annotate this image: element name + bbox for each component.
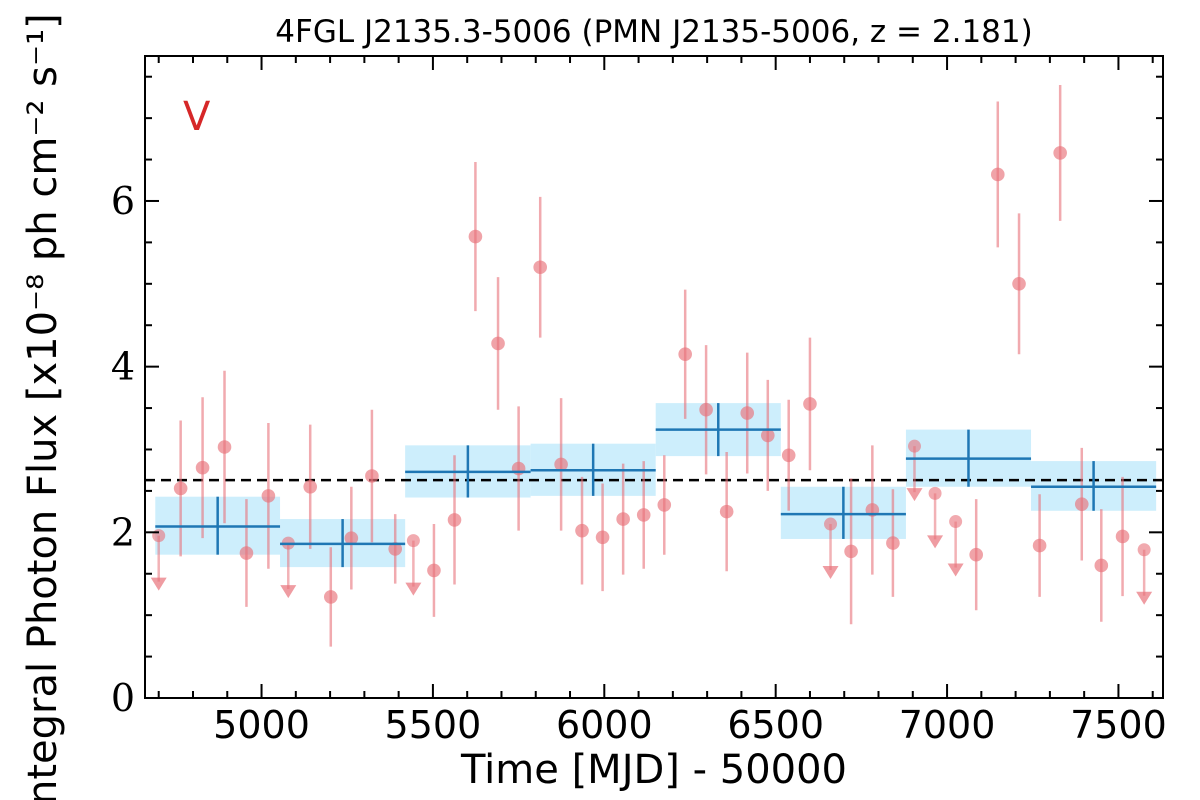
upper-limit-arrow: [405, 582, 422, 596]
data-point: [323, 590, 338, 604]
chart-title: 4FGL J2135.3-5006 (PMN J2135-5006, z = 2…: [275, 14, 1032, 50]
data-point: [1094, 558, 1109, 573]
data-point: [803, 397, 817, 411]
data-point: [616, 512, 630, 526]
x-tick-label: 5000: [213, 703, 310, 747]
upper-limit-arrow: [822, 566, 839, 580]
data-point: [740, 406, 755, 420]
data-point: [261, 489, 276, 503]
data-point: [388, 542, 403, 556]
data-point: [554, 457, 568, 472]
x-tick-label: 6000: [556, 703, 653, 747]
data-point: [533, 260, 548, 275]
upper-limit-arrow: [280, 585, 297, 599]
data-point: [886, 536, 900, 550]
x-tick-label: 5500: [385, 703, 482, 747]
data-point: [657, 498, 672, 512]
y-tick-label: 2: [111, 510, 135, 554]
data-point: [760, 428, 775, 443]
x-tick-label: 6500: [727, 703, 824, 747]
data-point: [1074, 497, 1089, 511]
upper-limit-arrow: [927, 535, 944, 549]
y-axis-label: Integral Photon Flux [x10⁻⁸ ph cm⁻² s⁻¹]: [20, 13, 66, 800]
data-point: [173, 481, 188, 496]
data-point: [303, 479, 318, 494]
data-point: [844, 544, 858, 559]
data-point: [1115, 529, 1130, 544]
x-axis-label: Time [MJD] - 50000: [460, 747, 847, 793]
plot-area: 5000 5500 6000 6500 7000 7500 0 2 4 6: [111, 55, 1167, 747]
data-point: [636, 508, 651, 522]
data-point: [217, 440, 232, 454]
upper-limit-arrow: [906, 488, 923, 502]
y-tick-label: 0: [111, 676, 135, 720]
plot-frame: [144, 55, 1164, 699]
data-point: [1012, 277, 1026, 291]
data-point: [195, 460, 210, 475]
data-point: [781, 448, 796, 463]
data-point: [678, 347, 692, 362]
data-point: [344, 531, 359, 545]
data-point: [365, 469, 379, 483]
x-tick-label: 7000: [899, 703, 996, 747]
data-point: [575, 523, 589, 538]
panel-label: V: [183, 94, 211, 140]
data-point: [239, 546, 254, 560]
y-tick-label: 4: [111, 345, 135, 389]
data-point: [447, 513, 462, 527]
upper-limit-arrow: [150, 577, 167, 591]
data-point: [491, 336, 505, 351]
data-point: [595, 530, 610, 545]
data-point: [719, 504, 734, 519]
data-point: [427, 563, 441, 578]
y-tick-label: 6: [111, 179, 135, 223]
data-point: [511, 461, 526, 476]
data-point: [699, 402, 713, 417]
x-tick-label: 7500: [1070, 703, 1167, 747]
data-point: [1032, 538, 1047, 553]
data-point: [468, 229, 483, 244]
data-point: [990, 167, 1005, 182]
upper-limit-arrow: [947, 563, 964, 577]
upper-limit-arrow: [1136, 591, 1153, 605]
data-point: [1053, 146, 1067, 160]
data-point: [969, 547, 983, 562]
